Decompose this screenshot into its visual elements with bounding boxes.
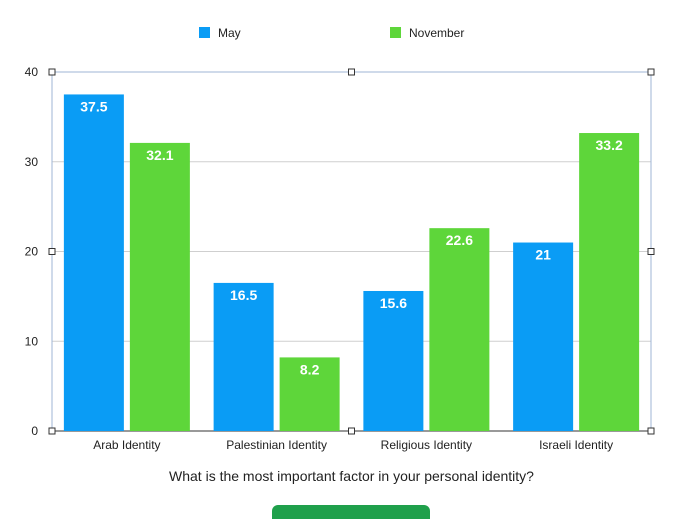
bar-value-label: 33.2: [596, 137, 623, 153]
resize-handle[interactable]: [647, 427, 655, 435]
bar[interactable]: [213, 282, 274, 431]
bar-value-label: 37.5: [80, 98, 107, 114]
bar-value-label: 21: [535, 247, 551, 263]
x-axis-title: What is the most important factor in you…: [169, 468, 534, 484]
y-tick-label: 30: [25, 155, 39, 169]
bar-value-label: 16.5: [230, 287, 257, 303]
bar-value-label: 8.2: [300, 361, 320, 377]
resize-handle[interactable]: [48, 68, 56, 76]
bar[interactable]: [429, 228, 490, 431]
resize-handle[interactable]: [48, 427, 56, 435]
legend-swatch: [199, 27, 210, 38]
bar[interactable]: [279, 357, 340, 431]
resize-handle[interactable]: [647, 68, 655, 76]
x-category-label: Religious Identity: [381, 438, 472, 452]
bar-value-label: 32.1: [146, 147, 173, 163]
y-tick-label: 10: [25, 334, 39, 348]
y-tick-label: 40: [25, 65, 39, 79]
resize-handle[interactable]: [647, 248, 655, 255]
bar[interactable]: [579, 133, 640, 431]
legend-swatch: [390, 27, 401, 38]
y-tick-label: 0: [31, 424, 38, 438]
legend-label: November: [409, 26, 464, 40]
resize-handle[interactable]: [48, 248, 56, 255]
bar-value-label: 15.6: [380, 295, 407, 311]
bar-value-label: 22.6: [446, 232, 473, 248]
bar[interactable]: [513, 242, 574, 431]
bar[interactable]: [129, 142, 190, 431]
x-category-label: Palestinian Identity: [226, 438, 327, 452]
x-category-label: Israeli Identity: [539, 438, 613, 452]
y-tick-label: 20: [25, 245, 39, 259]
bar[interactable]: [63, 94, 124, 431]
legend-label: May: [218, 26, 241, 40]
bar[interactable]: [363, 290, 424, 431]
resize-handle[interactable]: [348, 68, 355, 76]
resize-handle[interactable]: [348, 427, 355, 435]
bottom-action-button[interactable]: [272, 505, 430, 519]
x-category-label: Arab Identity: [93, 438, 160, 452]
